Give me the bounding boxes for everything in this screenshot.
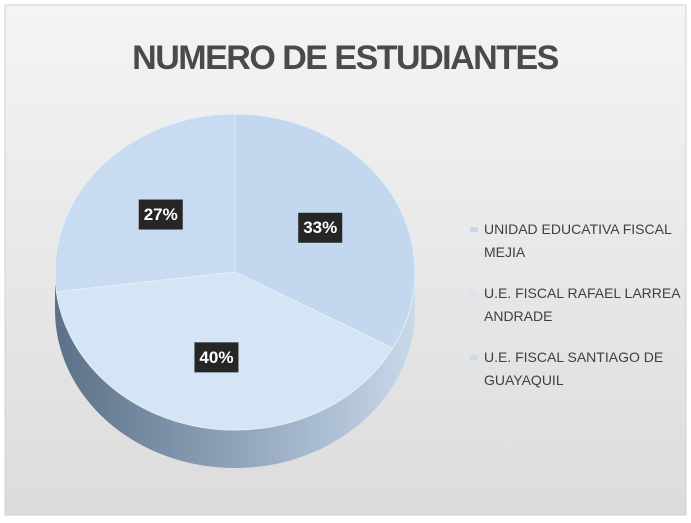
data-label-box	[298, 212, 343, 243]
pie-side	[55, 272, 415, 468]
data-label-box	[194, 342, 239, 373]
legend-swatch	[470, 227, 478, 232]
legend-item: UNIDAD EDUCATIVA FISCAL MEJIA	[470, 218, 685, 264]
legend-swatch	[470, 355, 478, 360]
legend-swatch	[470, 291, 478, 296]
legend-item: U.E. FISCAL RAFAEL LARREA ANDRADE	[470, 282, 685, 328]
legend-label: U.E. FISCAL RAFAEL LARREA ANDRADE	[484, 285, 680, 324]
pie: 33% 40% 27%	[54, 113, 416, 468]
chart-title: NUMERO DE ESTUDIANTES	[132, 39, 558, 77]
data-label: 33%	[303, 218, 337, 237]
legend-item: U.E. FISCAL SANTIAGO DE GUAYAQUIL	[470, 346, 685, 392]
data-label: 40%	[199, 348, 233, 367]
data-label: 27%	[144, 205, 178, 224]
legend: UNIDAD EDUCATIVA FISCAL MEJIA U.E. FISCAL…	[470, 218, 685, 410]
legend-label: U.E. FISCAL SANTIAGO DE GUAYAQUIL	[484, 349, 664, 388]
data-label-box	[138, 199, 183, 230]
legend-label: UNIDAD EDUCATIVA FISCAL MEJIA	[484, 221, 672, 260]
